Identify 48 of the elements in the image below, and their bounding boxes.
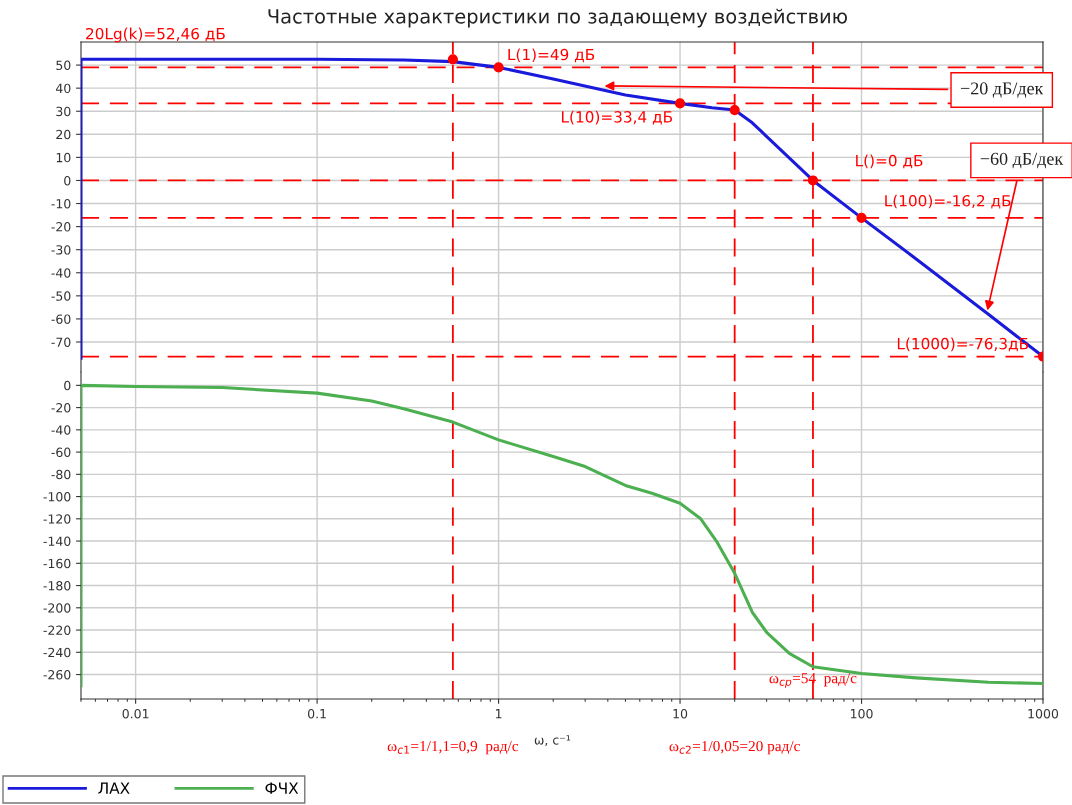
y-tick-label: -50 [51,291,71,301]
y-tick-label: -160 [43,558,71,569]
y-tick-label: -220 [43,625,71,635]
y-tick-label: -240 [43,647,71,658]
y-tick-label: 30 [56,106,71,117]
x-tick-label: 10 [673,708,688,719]
y-tick-label: -180 [43,581,71,591]
x-tick-label: 1000 [1028,708,1059,719]
x-tick-label: 1 [495,709,502,719]
ref-line-label: ω$_{c2}$=1/0,05=20 рад/с [669,740,800,755]
annotation: L(1)=49 дБ [508,48,595,63]
annotation: L()=0 дБ [856,154,923,169]
y-tick-label: -200 [43,603,71,613]
annotation: L(100)=-16,2 дБ [885,194,1011,209]
y-tick-label: -140 [43,536,71,546]
y-tick-label: -20 [51,403,71,413]
y-tick-label: -10 [51,199,71,209]
annotation: L(1000)=-76,3дБ [897,337,1029,352]
y-tick-label: -60 [51,314,71,324]
chart-title: Частотные характеристики по задающему воздействию [268,8,847,28]
x-tick-label: 0.01 [122,708,149,719]
legend-label: ЛАХ [98,782,130,794]
annotation: 20Lg(k)=52,46 дБ [86,27,225,43]
y-tick-label: -60 [51,447,71,458]
y-tick-label: -80 [51,469,71,480]
x-axis-title: ω, с⁻¹ [534,735,571,746]
y-tick-label: -30 [51,245,71,255]
y-tick-label: 10 [56,152,71,163]
annotation: −20 дБ/дек [960,82,1044,98]
y-tick-label: -120 [43,514,71,524]
y-tick-label: 0 [64,175,71,186]
y-tick-label: 0 [64,380,71,391]
x-tick-label: 100 [850,708,873,719]
ref-line-label: ω$_{ср}$=54 рад/с [769,673,857,688]
y-tick-label: 50 [56,60,71,70]
y-tick-label: -40 [51,268,71,278]
y-tick-label: -70 [51,337,71,347]
y-tick-label: 20 [56,129,71,140]
ref-line-label: ω$_{c1}$=1/1,1=0,9 рад/с [387,740,519,755]
y-tick-label: 40 [55,83,71,94]
y-tick-label: -100 [43,492,71,502]
legend-label: ФЧХ [265,782,299,794]
y-tick-label: -260 [43,670,71,680]
annotation: L(10)=33,4 дБ [562,110,673,125]
y-tick-label: -20 [51,222,71,232]
annotation: −60 дБ/дек [980,152,1064,169]
y-tick-label: -40 [51,425,71,435]
x-tick-label: 0.1 [307,708,326,719]
